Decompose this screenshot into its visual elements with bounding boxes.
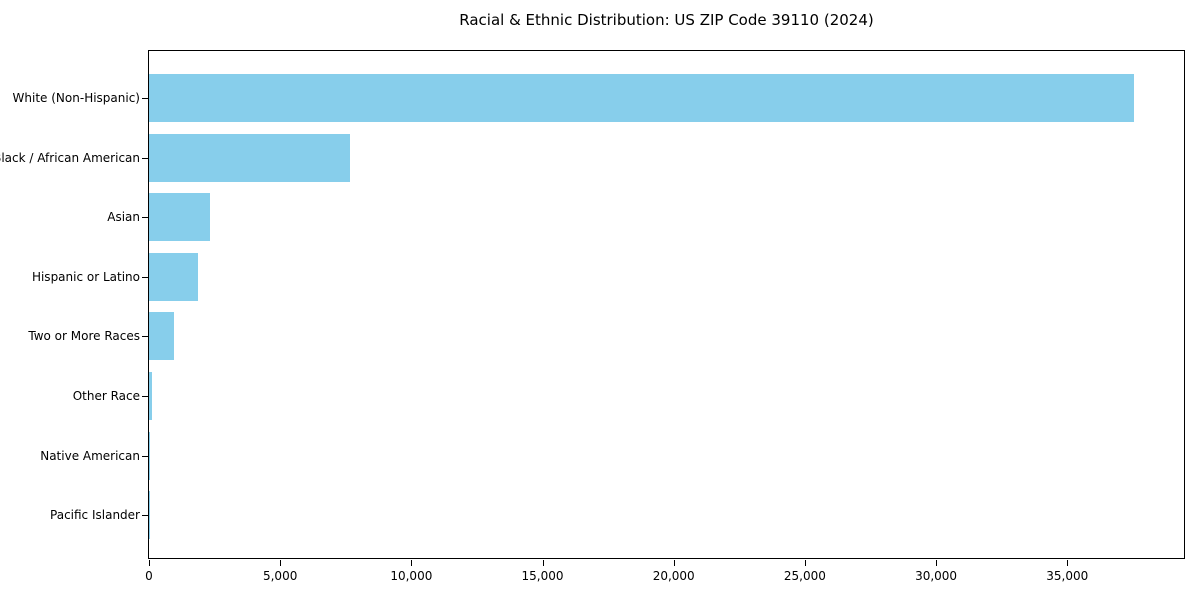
bar bbox=[149, 252, 198, 301]
y-tick-label: Black / African American bbox=[0, 150, 140, 165]
x-tick-label: 5,000 bbox=[262, 569, 298, 583]
y-tick-mark bbox=[142, 217, 148, 219]
x-tick-mark bbox=[1067, 560, 1069, 566]
y-tick-mark bbox=[142, 515, 148, 517]
y-tick-label: Native American bbox=[40, 448, 140, 463]
plot-area: White (Non-Hispanic) Black / African Amer… bbox=[0, 50, 1185, 583]
x-tick-label: 10,000 bbox=[390, 569, 433, 583]
y-tick-mark bbox=[142, 98, 148, 99]
x-tick-mark bbox=[411, 560, 413, 566]
x-tick-label: 30,000 bbox=[915, 569, 958, 583]
bar bbox=[149, 193, 210, 242]
x-tick-label: 35,000 bbox=[1046, 569, 1089, 583]
bar bbox=[149, 133, 351, 182]
y-tick-label: Asian bbox=[107, 210, 140, 225]
x-tick-mark bbox=[542, 560, 544, 566]
chart-title: Racial & Ethnic Distribution: US ZIP Cod… bbox=[459, 11, 874, 29]
x-tick-mark bbox=[280, 560, 282, 566]
y-tick-label: Pacific Islander bbox=[50, 508, 140, 523]
x-tick-label: 25,000 bbox=[783, 569, 826, 583]
y-tick-label: White (Non-Hispanic) bbox=[12, 91, 140, 105]
x-tick-label: 20,000 bbox=[652, 569, 695, 583]
y-tick-mark bbox=[142, 396, 148, 397]
y-tick-mark bbox=[142, 336, 148, 338]
y-tick-mark bbox=[142, 455, 148, 457]
y-tick-label: Hispanic or Latino bbox=[31, 269, 140, 284]
x-tick-label: 0 bbox=[145, 569, 153, 583]
y-tick-mark bbox=[142, 276, 148, 278]
x-tick-mark bbox=[936, 560, 938, 566]
x-tick-label: 15,000 bbox=[521, 569, 564, 583]
y-tick-label: Other Race bbox=[72, 389, 140, 403]
bar bbox=[149, 312, 175, 361]
bar bbox=[149, 431, 150, 480]
x-tick-mark bbox=[149, 560, 150, 566]
y-tick-label: Two or More Races bbox=[28, 329, 140, 344]
y-tick-mark bbox=[142, 157, 148, 159]
x-tick-mark bbox=[804, 560, 806, 566]
bar bbox=[149, 372, 153, 420]
x-tick-mark bbox=[673, 560, 675, 566]
bar bbox=[149, 74, 1135, 122]
